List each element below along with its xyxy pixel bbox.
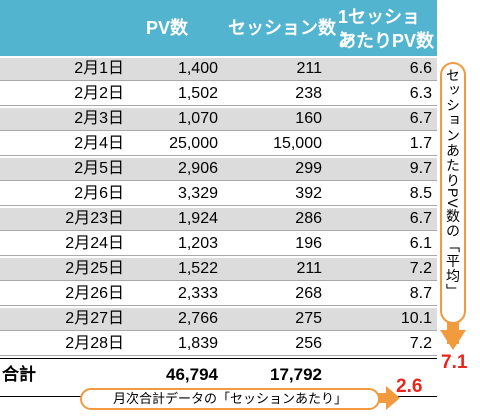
sessions-cell: 268 [295, 285, 322, 302]
sessions-cell: 15,000 [273, 135, 322, 152]
pvps-cell: 9.7 [409, 160, 432, 177]
sessions-cell: 286 [295, 210, 322, 227]
table-header: PV数 セッション数 1セッション あたりPV数 [0, 0, 437, 56]
sessions-cell: 275 [295, 310, 322, 327]
pvps-cell: 6.7 [409, 110, 432, 127]
pvps-cell: 6.7 [409, 210, 432, 227]
total-row: 合計 46,794 17,792 [0, 364, 437, 386]
sessions-cell: 256 [295, 335, 322, 352]
table-row: 2月24日 1,203 196 6.1 [0, 233, 437, 256]
pvps-cell: 10.1 [400, 310, 432, 327]
table-row: 2月28日 1,839 256 7.2 [0, 333, 437, 356]
pv-cell: 1,502 [177, 85, 218, 102]
pv-cell: 2,906 [177, 160, 218, 177]
pvps-cell: 1.7 [409, 135, 432, 152]
average-value: 7.1 [441, 352, 468, 373]
total-label: 合計 [2, 365, 36, 384]
vertical-average-label: セッションあたりPV数の「平均」 [440, 62, 466, 324]
table-row: 2月23日 1,924 286 6.7 [0, 208, 437, 231]
table-row: 2月6日 3,329 392 8.5 [0, 183, 437, 206]
table-row: 2月3日 1,070 160 6.7 [0, 108, 437, 131]
pvps-cell: 7.2 [409, 335, 432, 352]
sessions-cell: 160 [295, 110, 322, 127]
date-cell: 2月24日 [65, 235, 124, 252]
header-pvps-line1: 1セッション [338, 7, 421, 49]
table-row: 2月4日 25,000 15,000 1.7 [0, 133, 437, 156]
pv-cell: 2,766 [177, 310, 218, 327]
pv-cell: 1,400 [177, 60, 218, 77]
table-row: 2月27日 2,766 275 10.1 [0, 308, 437, 331]
pvps-cell: 7.2 [409, 260, 432, 277]
pv-cell: 1,070 [177, 110, 218, 127]
date-cell: 2月4日 [74, 135, 124, 152]
header-sessions: セッション数 [228, 18, 336, 38]
total-pv: 46,794 [166, 365, 218, 384]
date-cell: 2月6日 [74, 185, 124, 202]
pv-cell: 25,000 [169, 135, 218, 152]
pvps-cell: 8.7 [409, 285, 432, 302]
table-row: 2月2日 1,502 238 6.3 [0, 83, 437, 106]
date-cell: 2月25日 [65, 260, 124, 277]
header-pvps-line2: あたりPV数 [338, 31, 435, 51]
pv-cell: 3,329 [177, 185, 218, 202]
sessions-cell: 211 [296, 260, 322, 277]
date-cell: 2月27日 [65, 310, 124, 327]
date-cell: 2月23日 [65, 210, 124, 227]
date-cell: 2月1日 [74, 60, 124, 77]
vertical-arrow-head [440, 330, 466, 350]
date-cell: 2月28日 [65, 335, 124, 352]
sessions-cell: 196 [295, 235, 322, 252]
table-row: 2月25日 1,522 211 7.2 [0, 258, 437, 281]
pv-cell: 1,839 [177, 335, 218, 352]
pvps-cell: 6.6 [409, 60, 432, 77]
total-separator [0, 358, 437, 359]
table-row: 2月26日 2,333 268 8.7 [0, 283, 437, 306]
pv-cell: 1,203 [177, 235, 218, 252]
header-pv: PV数 [146, 18, 189, 38]
pvps-cell: 6.3 [409, 85, 432, 102]
pvps-cell: 6.1 [409, 235, 432, 252]
pv-cell: 1,924 [177, 210, 218, 227]
table-row: 2月1日 1,400 211 6.6 [0, 58, 437, 81]
date-cell: 2月5日 [74, 160, 124, 177]
pv-cell: 2,333 [177, 285, 218, 302]
date-cell: 2月2日 [74, 85, 124, 102]
sessions-cell: 392 [295, 185, 322, 202]
monthly-value: 2.6 [396, 376, 423, 397]
horizontal-monthly-label: 月次合計データの「セッションあたり」 [80, 388, 380, 410]
date-cell: 2月3日 [74, 110, 124, 127]
table-row: 2月5日 2,906 299 9.7 [0, 158, 437, 181]
sessions-cell: 238 [295, 85, 322, 102]
sessions-cell: 299 [295, 160, 322, 177]
pvps-cell: 8.5 [409, 185, 432, 202]
pv-cell: 1,522 [177, 260, 218, 277]
vertical-average-text: セッションあたりPV数の「平均」 [445, 68, 461, 299]
date-cell: 2月26日 [65, 285, 124, 302]
sessions-cell: 211 [296, 60, 322, 77]
total-sessions: 17,792 [270, 365, 322, 384]
